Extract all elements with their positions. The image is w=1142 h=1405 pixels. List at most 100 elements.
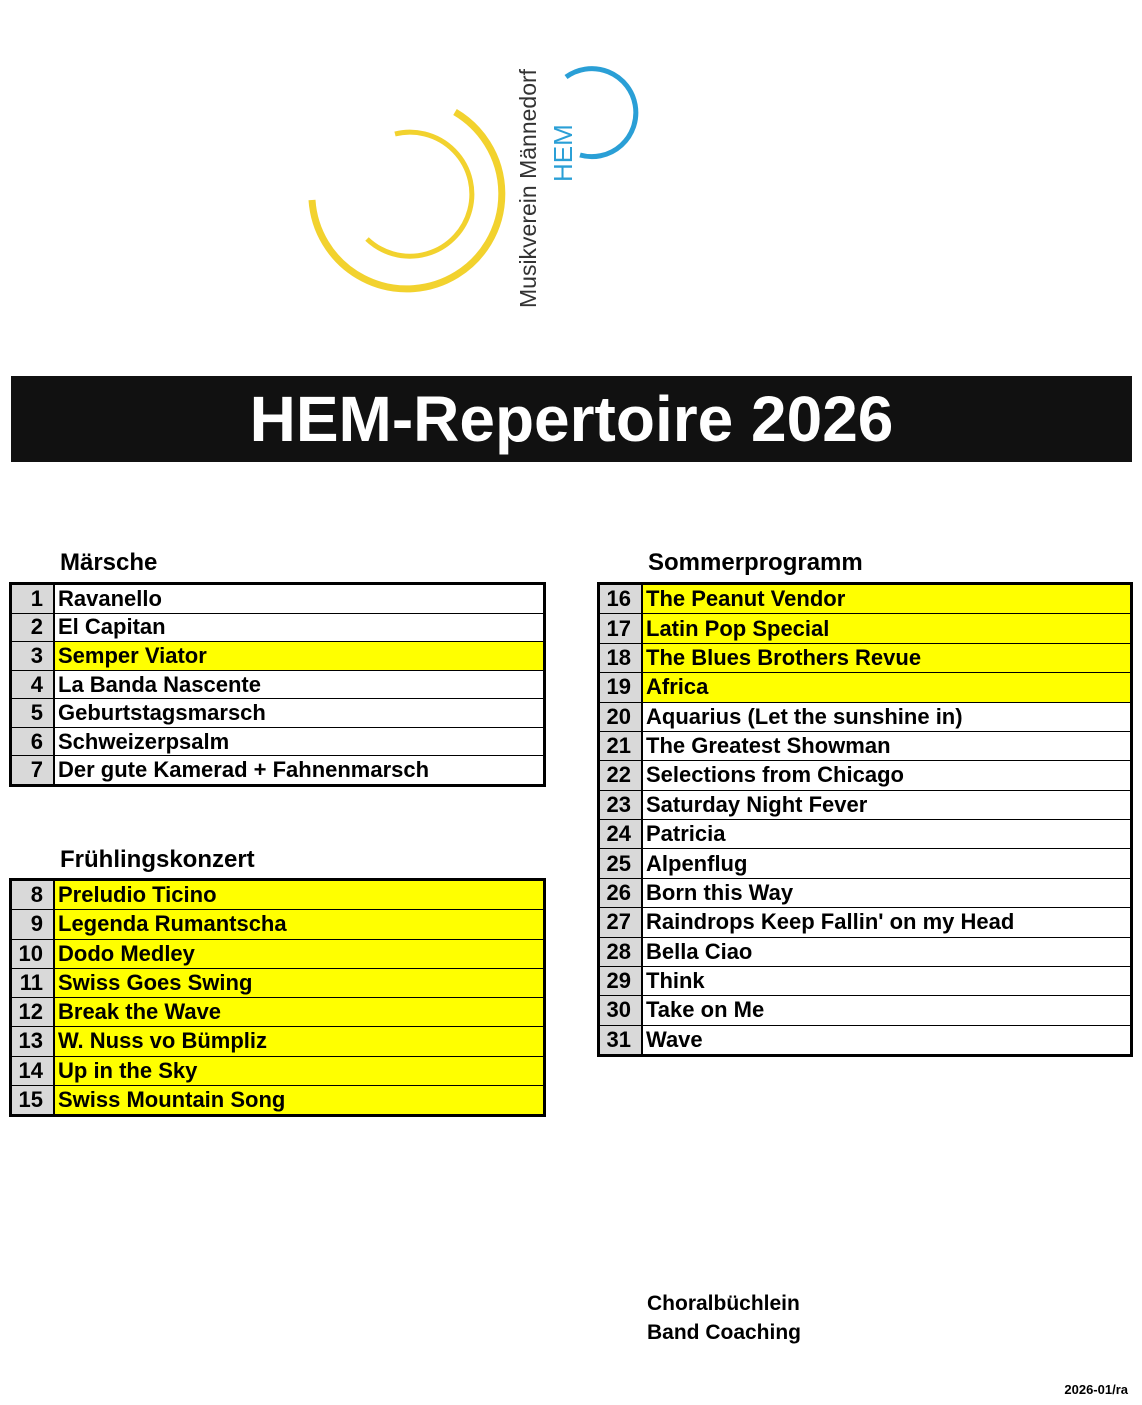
piece-number: 5 [12,699,55,727]
table-row: 15 Swiss Mountain Song [12,1084,543,1114]
piece-title: The Greatest Showman [646,733,891,759]
table-row: 31 Wave [600,1024,1130,1054]
piece-title: Legenda Rumantscha [55,910,543,939]
section-heading: Märsche [60,549,158,576]
piece-number: 25 [600,849,643,878]
piece-title: La Banda Nascente [58,671,261,697]
repertoire-table: 1 Ravanello 2 El Capitan 3 Semper Viator 4 La B… [9,582,546,787]
piece-title: Swiss Goes Swing [55,968,543,997]
piece-title: Break the Wave [55,998,543,1027]
table-row: 27 Raindrops Keep Fallin' on my Head [600,907,1130,937]
piece-title: Semper Viator [55,642,543,670]
table-row: 29 Think [600,965,1130,996]
note: Choralbüchlein [647,1292,800,1315]
version: 2026-01/ra [1064,1382,1128,1397]
table-row: 22 Selections from Chicago [600,760,1130,790]
logo-short: HEM [548,124,578,182]
table-row: 23 Saturday Night Fever [600,789,1130,819]
repertoire-table: 8 Preludio Ticino 9 Legenda Rumantscha 10 Dod… [9,878,546,1117]
table-row: 16 The Peanut Vendor [600,585,1130,614]
piece-title: Bella Ciao [646,938,753,964]
logo-arc-blue [564,66,639,160]
piece-title: Swiss Mountain Song [55,1085,543,1114]
piece-number: 24 [600,820,643,849]
piece-number: 6 [12,727,55,756]
title: HEM-Repertoire 2026 [249,383,894,455]
piece-number: 26 [600,878,643,908]
title-bar: HEM-Repertoire 2026 [11,376,1132,462]
piece-title: Selections from Chicago [646,762,904,788]
piece-number: 29 [600,966,643,996]
piece-title: Raindrops Keep Fallin' on my Head [646,909,1015,935]
piece-number: 2 [12,613,55,642]
table-row: 12 Break the Wave [12,997,543,1027]
table-row: 10 Dodo Medley [12,938,543,968]
piece-title: Der gute Kamerad + Fahnenmarsch [58,757,430,783]
table-row: 6 Schweizerpsalm [12,726,543,756]
piece-number: 10 [12,939,55,968]
table-row: 7 Der gute Kamerad + Fahnenmarsch [12,755,543,785]
table-row: 25 Alpenflug [600,848,1130,878]
piece-title: Up in the Sky [55,1056,543,1085]
piece-title: Wave [646,1026,703,1052]
piece-number: 16 [600,585,643,614]
section-heading: Frühlingskonzert [60,846,255,873]
piece-number: 1 [12,585,55,613]
piece-title: Latin Pop Special [643,614,1130,643]
piece-title: Think [646,968,705,994]
table-row: 4 La Banda Nascente [12,669,543,699]
piece-title: Schweizerpsalm [58,728,230,754]
table-row: 13 W. Nuss vo Bümpliz [12,1026,543,1056]
table-row: 9 Legenda Rumantscha [12,909,543,939]
piece-number: 9 [12,910,55,939]
piece-title: Geburtstagsmarsch [58,700,266,726]
piece-number: 15 [12,1085,55,1114]
table-row: 24 Patricia [600,819,1130,849]
note: Band Coaching [647,1321,802,1344]
piece-number: 3 [12,642,55,670]
piece-number: 14 [12,1056,55,1085]
piece-number: 7 [12,756,55,785]
table-row: 17 Latin Pop Special [600,613,1130,643]
section-heading: Sommerprogramm [648,549,863,576]
table-row: 26 Born this Way [600,877,1130,908]
piece-number: 12 [12,998,55,1027]
piece-title: Preludio Ticino [55,881,543,910]
table-row: 30 Take on Me [600,995,1130,1025]
repertoire-table: 16 The Peanut Vendor 17 Latin Pop Special 18… [597,582,1133,1057]
piece-number: 31 [600,1025,643,1054]
table-row: 2 El Capitan [12,612,543,642]
logo-arc-outer [308,108,506,293]
piece-title: Born this Way [646,879,794,905]
piece-title: Saturday Night Fever [646,791,868,817]
table-row: 3 Semper Viator [12,641,543,670]
table-row: 18 The Blues Brothers Revue [600,642,1130,673]
piece-number: 17 [600,614,643,643]
table-row: 20 Aquarius (Let the sunshine in) [600,701,1130,731]
piece-number: 30 [600,996,643,1025]
logo: Musikverein Männedorf HEM [308,66,639,308]
piece-number: 13 [12,1027,55,1056]
piece-title: Dodo Medley [55,939,543,968]
table-row: 21 The Greatest Showman [600,730,1130,761]
piece-number: 18 [600,643,643,673]
table-row: 19 Africa [600,672,1130,702]
table-row: 11 Swiss Goes Swing [12,967,543,997]
piece-title: Aquarius (Let the sunshine in) [646,703,963,729]
piece-number: 20 [600,702,643,731]
piece-number: 11 [12,968,55,997]
piece-title: Take on Me [646,997,765,1023]
piece-title: El Capitan [58,614,166,640]
piece-title: Alpenflug [646,850,748,876]
piece-title: Ravanello [58,585,162,611]
piece-title: W. Nuss vo Bümpliz [55,1027,543,1056]
piece-number: 28 [600,937,643,966]
table-row: 14 Up in the Sky [12,1055,543,1085]
piece-number: 27 [600,908,643,937]
piece-number: 21 [600,731,643,761]
piece-number: 23 [600,790,643,819]
table-row: 8 Preludio Ticino [12,881,543,910]
piece-title: Africa [643,673,1130,702]
table-row: 1 Ravanello [12,585,543,613]
piece-title: Patricia [646,821,726,847]
